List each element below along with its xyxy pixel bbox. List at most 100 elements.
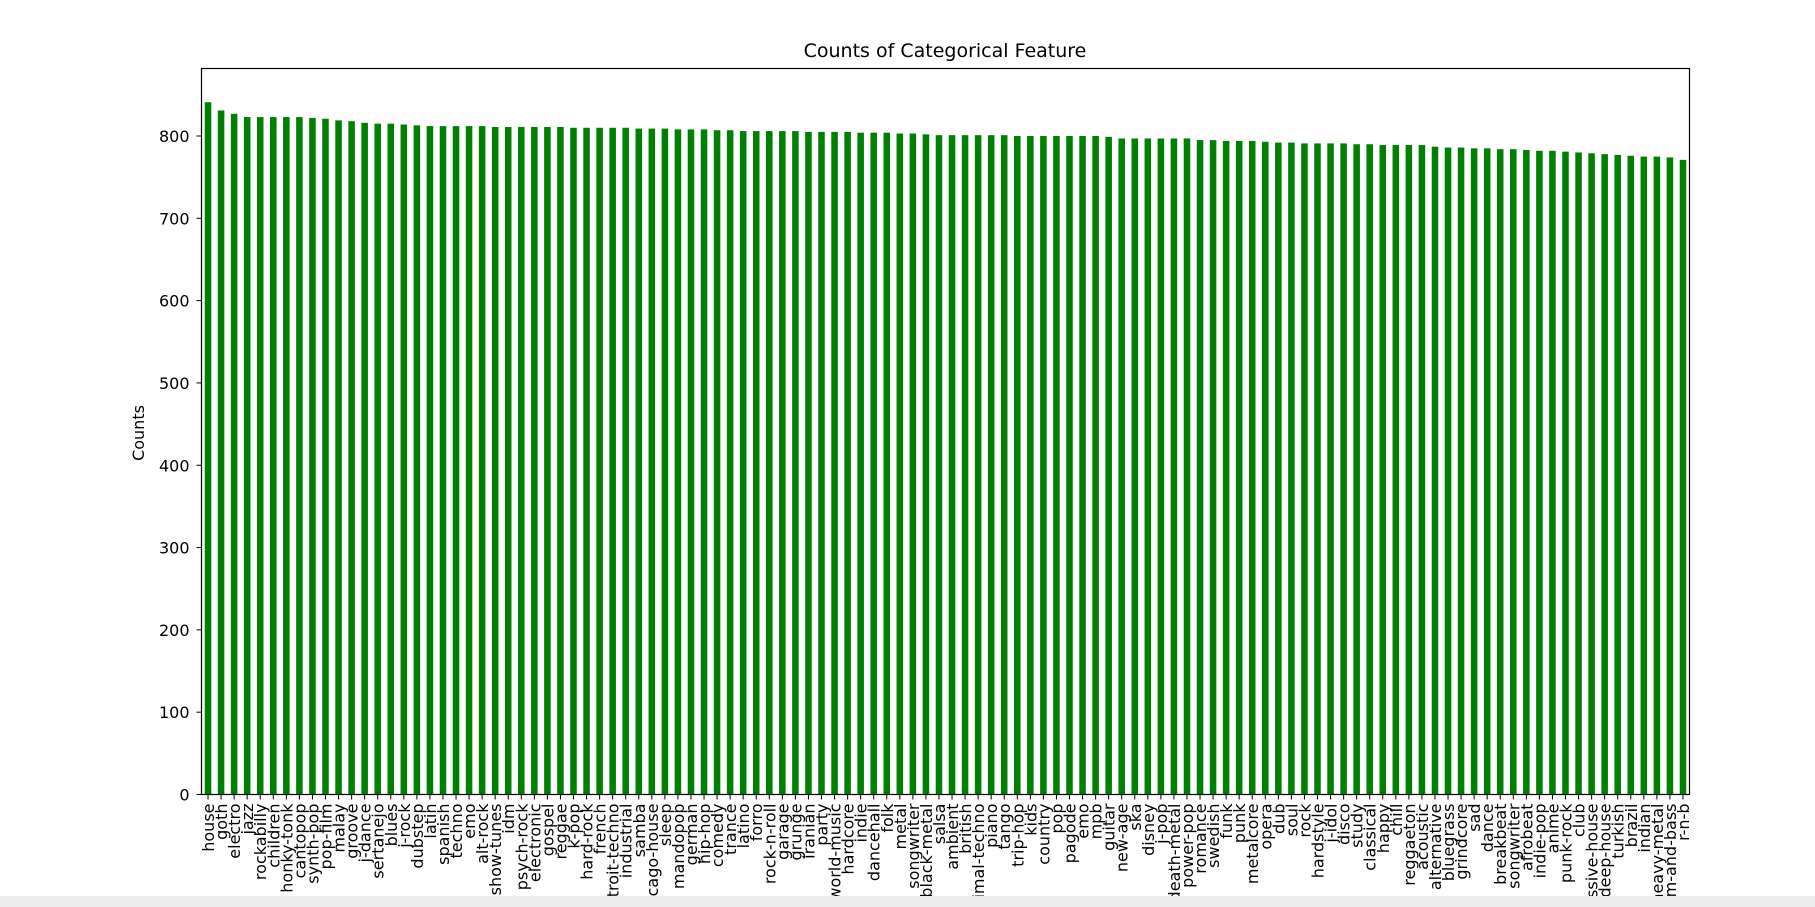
x-tick-label: death-metal xyxy=(1165,804,1184,902)
y-tick-label: 200 xyxy=(159,621,190,640)
bar-samba xyxy=(635,128,643,795)
x-tick-label: indie-pop xyxy=(1530,804,1549,879)
bar-latin xyxy=(426,126,434,795)
bar-bluegrass xyxy=(1444,147,1452,795)
x-tick-label: songwriter xyxy=(904,803,923,889)
bar-drum-and-bass xyxy=(1666,157,1674,795)
bar-r-n-b xyxy=(1679,159,1687,795)
y-tick-label: 300 xyxy=(159,539,190,558)
x-tick-label: j-pop xyxy=(1152,804,1171,845)
bar-opera xyxy=(1262,141,1269,795)
bar-club xyxy=(1575,152,1582,795)
x-tick-label: industrial xyxy=(617,804,636,879)
x-tick-label: house xyxy=(199,804,218,852)
x-tick-label: hardstyle xyxy=(1309,804,1328,879)
x-tick-label: piano xyxy=(982,804,1001,848)
bar-electronic xyxy=(531,126,538,795)
bar-minimal-techno xyxy=(974,135,982,795)
bar-anime xyxy=(1549,150,1556,795)
bars-layer xyxy=(204,102,1687,795)
bar-alt-rock xyxy=(478,126,486,795)
bar-mandopop xyxy=(674,129,682,795)
x-tick-label: groove xyxy=(343,804,362,859)
bar-malay xyxy=(335,120,342,795)
x-tick-label: rock xyxy=(1295,803,1314,838)
x-tick-label: acoustic xyxy=(1413,804,1432,870)
x-tick-label: pop-film xyxy=(317,804,336,870)
bar-house xyxy=(204,102,212,795)
bar-dub xyxy=(1275,142,1282,795)
x-tick-label: r-n-b xyxy=(1674,804,1693,841)
bar-j-dance xyxy=(361,122,368,795)
x-tick-label: british xyxy=(956,804,975,854)
x-tick-label: garage xyxy=(773,804,792,860)
bar-kids xyxy=(1027,136,1034,795)
bar-reggae xyxy=(557,126,564,795)
bar-idm xyxy=(504,126,512,795)
bar-new-age xyxy=(1118,138,1125,795)
x-tick-label: electro xyxy=(225,804,244,859)
x-tick-label: hip-hop xyxy=(695,804,714,865)
bar-punk-rock xyxy=(1562,151,1569,795)
x-tick-label: brazil xyxy=(1622,804,1641,848)
x-tick-label: metal xyxy=(891,804,910,850)
bar-iranian xyxy=(805,131,812,795)
x-tick-label: samba xyxy=(630,804,649,858)
bar-rock xyxy=(1301,143,1308,795)
bar-indian xyxy=(1640,156,1648,795)
y-tick-label: 600 xyxy=(159,292,190,311)
x-tick-label: idm xyxy=(499,804,518,834)
x-tick-label: dub xyxy=(1269,804,1288,834)
bar-breakbeat xyxy=(1496,149,1504,795)
x-tick-label: comedy xyxy=(708,804,727,868)
bar-salsa xyxy=(935,135,943,795)
x-tick-label: honky-tonk xyxy=(277,803,296,893)
bar-deep-house xyxy=(1601,154,1608,795)
bar-british xyxy=(961,135,969,795)
bar-turkish xyxy=(1614,154,1621,795)
bar-honky-tonk xyxy=(283,117,290,795)
x-tick-label: dubstep xyxy=(408,804,427,869)
x-tick-label: mpb xyxy=(1087,804,1106,840)
bar-reggaeton xyxy=(1405,145,1413,795)
x-tick-label: mandopop xyxy=(669,804,688,890)
x-tick-label: tango xyxy=(995,804,1014,850)
bar-tango xyxy=(1000,135,1008,795)
bar-industrial xyxy=(622,127,629,795)
x-tick-label: funk xyxy=(1217,803,1236,839)
x-tick-label: classical xyxy=(1361,804,1380,871)
x-tick-label: salsa xyxy=(930,804,949,845)
x-tick-label: goth xyxy=(212,804,231,840)
y-tick-label: 700 xyxy=(159,209,190,228)
bar-study xyxy=(1353,144,1360,795)
bar-sertanejo xyxy=(374,123,381,795)
x-tick-label: indie xyxy=(852,804,871,843)
x-tick-label: minimal-techno xyxy=(969,804,988,907)
bar-k-pop xyxy=(570,127,577,795)
x-tick-label: j-idol xyxy=(1322,804,1341,844)
bar-death-metal xyxy=(1170,138,1178,795)
bar-mpb xyxy=(1092,136,1099,795)
bar-indie-pop xyxy=(1536,150,1543,795)
x-tick-label: opera xyxy=(1256,804,1275,850)
x-tick-label: soul xyxy=(1282,804,1301,837)
x-tick-label: blues xyxy=(382,804,401,847)
bar-sad xyxy=(1470,148,1478,795)
bar-disco xyxy=(1340,143,1347,795)
bar-spanish xyxy=(439,126,447,795)
bar-classical xyxy=(1366,144,1373,795)
x-tick-label: reggaeton xyxy=(1400,804,1419,886)
y-tick-label: 800 xyxy=(159,127,190,146)
bar-disney xyxy=(1144,138,1152,795)
x-axis: housegothelectrojazzrockabillychildrenho… xyxy=(199,794,1693,907)
bar-happy xyxy=(1379,145,1387,795)
bar-detroit-techno xyxy=(609,127,616,795)
bar-world-music xyxy=(831,131,838,795)
bar-acoustic xyxy=(1418,145,1426,795)
x-tick-label: club xyxy=(1570,804,1589,838)
bar-emo xyxy=(465,126,473,795)
x-tick-label: punk xyxy=(1230,803,1249,843)
x-tick-label: grunge xyxy=(786,804,805,861)
x-tick-label: kids xyxy=(1021,804,1040,836)
x-tick-label: latino xyxy=(734,804,753,849)
